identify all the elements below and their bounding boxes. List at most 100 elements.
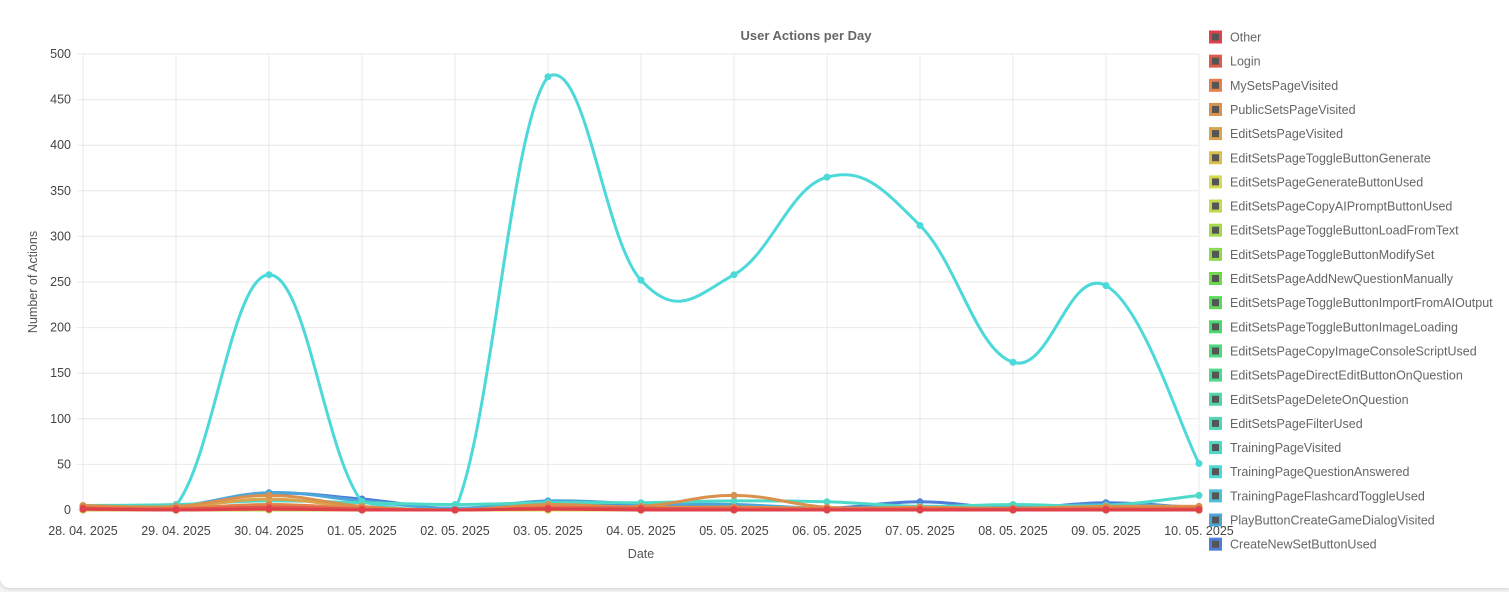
legend-item[interactable]: Login [1209,54,1261,69]
legend-swatch-inner [1212,275,1219,282]
data-point [358,506,366,514]
legend-swatch-inner [1212,395,1219,403]
legend-swatch-inner [1212,516,1219,524]
y-tick-label: 300 [50,229,71,243]
x-tick-label: 07. 05. 2025 [885,524,955,538]
y-tick-label: 200 [50,321,71,335]
legend-label: TrainingPageQuestionAnswered [1230,465,1410,479]
legend-label: Other [1230,31,1261,45]
legend-label: EditSetsPageDeleteOnQuestion [1230,393,1409,407]
legend-item[interactable]: EditSetsPageDeleteOnQuestion [1209,392,1409,407]
x-axis-title: Date [628,547,654,561]
legend-item[interactable]: Other [1209,30,1261,45]
legend-label: CreateNewSetButtonUsed [1230,538,1377,552]
data-point [916,221,924,229]
legend-swatch-inner [1212,154,1219,162]
x-tick-label: 09. 05. 2025 [1071,524,1141,538]
legend-swatch-inner [1212,323,1219,331]
data-point [172,506,180,514]
legend-swatch-inner [1212,444,1219,452]
legend: Other Login MySetsPageVisited PublicSetsPag… [1209,30,1493,552]
legend-item[interactable]: MySetsPageVisited [1209,78,1338,93]
x-tick-label: 05. 05. 2025 [699,524,769,538]
data-point [265,505,273,513]
legend-item[interactable]: EditSetsPageToggleButtonGenerate [1209,151,1431,165]
legend-item[interactable]: EditSetsPageCopyImageConsoleScriptUsed [1209,344,1477,358]
y-tick-label: 250 [50,275,71,289]
data-point [265,271,273,279]
x-tick-label: 02. 05. 2025 [420,524,490,538]
legend-item[interactable]: EditSetsPageAddNewQuestionManually [1209,272,1454,286]
legend-item[interactable]: TrainingPageVisited [1209,441,1341,455]
legend-label: EditSetsPageFilterUsed [1230,417,1363,431]
legend-item[interactable]: TrainingPageFlashcardToggleUsed [1209,489,1425,503]
x-tick-label: 10. 05. 2025 [1164,524,1234,538]
x-tick-label: 29. 04. 2025 [141,524,211,538]
y-axis-ticks: 0 50 100 150 200 250 300 350 400 450 500 [50,47,71,517]
y-tick-label: 400 [50,138,71,152]
data-point [730,271,738,279]
data-point [637,506,645,514]
legend-item[interactable]: TrainingPageQuestionAnswered [1209,465,1410,479]
legend-label: EditSetsPageAddNewQuestionManually [1230,272,1454,286]
legend-label: TrainingPageVisited [1230,441,1341,455]
legend-swatch-inner [1212,250,1219,258]
data-point [823,506,831,514]
legend-swatch-inner [1212,105,1219,113]
legend-item[interactable]: EditSetsPageDirectEditButtonOnQuestion [1209,368,1463,383]
x-tick-label: 06. 05. 2025 [792,524,862,538]
data-point [1102,506,1110,514]
legend-label: EditSetsPageGenerateButtonUsed [1230,175,1423,189]
legend-item[interactable]: EditSetsPageVisited [1209,127,1343,141]
data-point [265,491,273,499]
chart-title: User Actions per Day [740,28,872,43]
y-tick-label: 100 [50,412,71,426]
legend-label: EditSetsPageToggleButtonModifySet [1230,248,1435,262]
data-point [823,173,831,181]
y-tick-label: 450 [50,93,71,107]
data-point [823,498,831,506]
legend-label: EditSetsPageToggleButtonImageLoading [1230,320,1458,334]
x-tick-label: 28. 04. 2025 [48,524,118,538]
legend-item[interactable]: PlayButtonCreateGameDialogVisited [1209,513,1435,528]
y-tick-label: 150 [50,366,71,380]
legend-item[interactable]: EditSetsPageToggleButtonModifySet [1209,247,1435,262]
legend-item[interactable]: CreateNewSetButtonUsed [1209,537,1377,552]
legend-label: EditSetsPageToggleButtonLoadFromText [1230,224,1459,238]
data-point [451,506,459,514]
data-point [1195,506,1203,514]
x-axis-ticks: 28. 04. 2025 29. 04. 2025 30. 04. 2025 01. … [48,524,1234,538]
series-Other [79,505,1203,514]
legend-swatch-inner [1212,81,1219,89]
legend-label: EditSetsPageCopyImageConsoleScriptUsed [1230,344,1477,358]
legend-swatch-inner [1212,371,1219,379]
legend-swatch-inner [1212,57,1219,65]
x-tick-label: 30. 04. 2025 [234,524,304,538]
data-point [1009,506,1017,514]
legend-label: EditSetsPageToggleButtonImportFromAIOutp… [1230,296,1493,310]
data-point [1195,459,1203,467]
legend-item[interactable]: EditSetsPageToggleButtonLoadFromText [1209,223,1459,238]
legend-swatch-inner [1212,419,1219,427]
legend-item[interactable]: EditSetsPageToggleButtonImageLoading [1209,320,1458,334]
legend-item[interactable]: PublicSetsPageVisited [1209,102,1356,117]
data-point [1195,491,1203,499]
legend-item[interactable]: EditSetsPageGenerateButtonUsed [1209,175,1423,189]
y-axis-title: Number of Actions [26,231,40,333]
legend-item[interactable]: EditSetsPageCopyAIPromptButtonUsed [1209,199,1452,214]
legend-item[interactable]: EditSetsPageFilterUsed [1209,416,1363,431]
x-tick-label: 08. 05. 2025 [978,524,1048,538]
data-point [916,506,924,514]
legend-swatch-inner [1212,226,1219,234]
data-point [730,497,738,505]
series-lines [79,73,1203,514]
data-point [544,73,552,81]
legend-swatch-inner [1212,492,1219,500]
x-tick-label: 01. 05. 2025 [327,524,397,538]
legend-swatch-inner [1212,468,1219,476]
y-tick-label: 500 [50,47,71,61]
legend-swatch-inner [1212,299,1219,307]
legend-item[interactable]: EditSetsPageToggleButtonImportFromAIOutp… [1209,296,1493,310]
legend-label: EditSetsPageCopyAIPromptButtonUsed [1230,200,1452,214]
